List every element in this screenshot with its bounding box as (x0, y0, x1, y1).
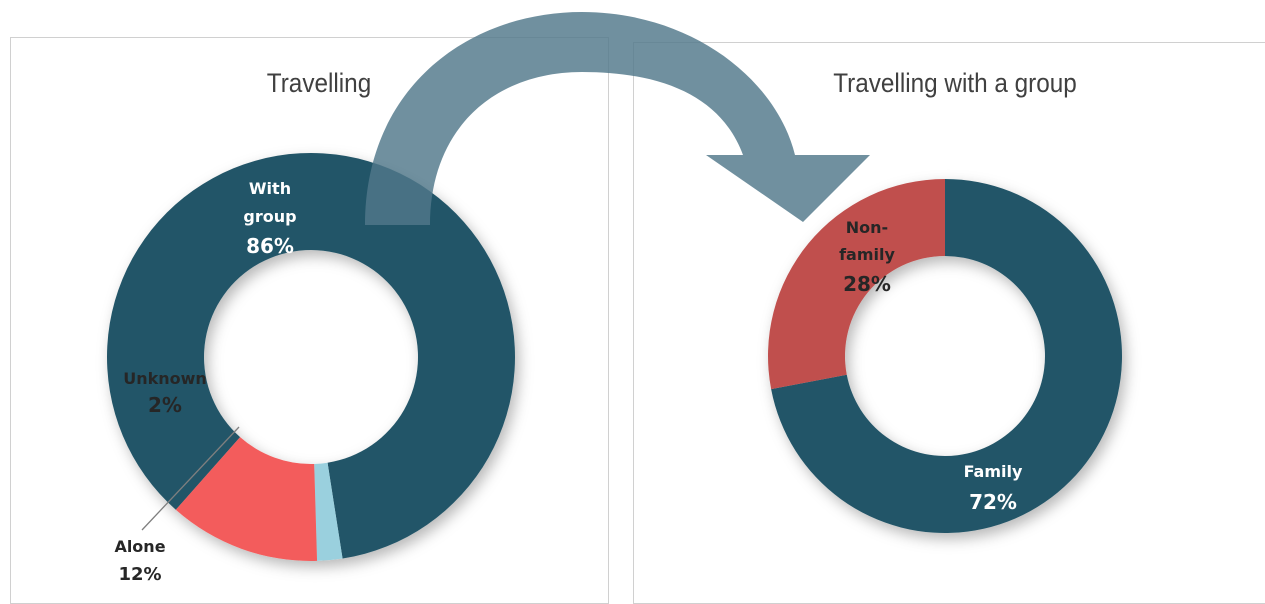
slice-label-family: Family (964, 462, 1023, 481)
slice-family (771, 179, 1122, 534)
chart-title-travelling: Travelling (266, 68, 372, 98)
curved-arrow-icon (365, 12, 870, 225)
slice-label-unknown: Unknown (123, 369, 207, 388)
slice-unknown (314, 462, 343, 561)
slice-label-non-family: Non- (846, 218, 888, 237)
chart-title-travelling-with-group: Travelling with a group (833, 68, 1077, 98)
slice-value-with-group: 86% (246, 234, 294, 258)
slice-value-alone: 12% (118, 564, 161, 585)
unknown-leader-line (141, 426, 240, 531)
slice-value-family: 72% (969, 490, 1017, 514)
curved-arrow-icon (365, 12, 870, 225)
labels-travelling-with-group: Family 72% Non-family 28% (839, 218, 1023, 514)
slice-value-non-family: 28% (843, 272, 891, 296)
slice-value-unknown: 2% (148, 393, 182, 417)
slice-non-family (767, 179, 945, 390)
donut-travelling-with-group (767, 179, 1122, 534)
slice-label-alone: Alone (114, 537, 165, 556)
labels-travelling: With group 86% Unknown 2% Alone 12% (114, 179, 296, 585)
slice-label-with-group: group (243, 207, 296, 226)
slice-alone (175, 437, 318, 561)
donut-travelling (107, 152, 516, 561)
slice-label-non-family: family (839, 245, 895, 264)
slice-with-group (107, 152, 516, 559)
slice-label-with-group: With (249, 179, 291, 198)
